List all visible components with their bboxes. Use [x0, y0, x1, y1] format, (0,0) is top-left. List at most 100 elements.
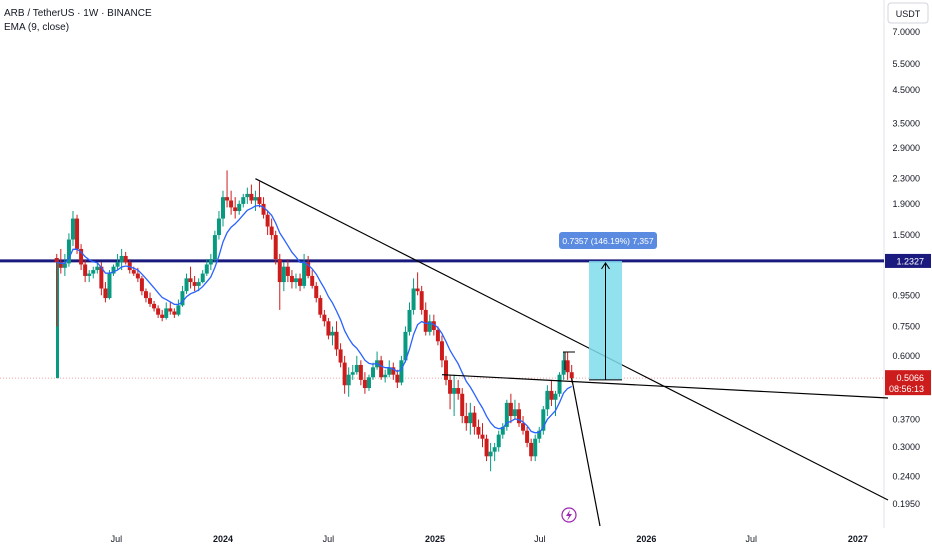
candle-body[interactable] — [569, 372, 574, 379]
candle-body[interactable] — [314, 285, 319, 299]
candle-body[interactable] — [415, 288, 420, 292]
candle-body[interactable] — [172, 311, 177, 315]
candle-body[interactable] — [379, 360, 384, 378]
trend-line[interactable] — [441, 374, 889, 399]
plot-area[interactable]: 0.7357 (146.19%) 7,357 — [0, 170, 889, 527]
candle-body[interactable] — [533, 438, 538, 457]
candle-body[interactable] — [496, 434, 501, 448]
candle-body[interactable] — [160, 314, 165, 318]
candle-body[interactable] — [115, 262, 120, 267]
candle-body[interactable] — [411, 288, 416, 310]
candle-body[interactable] — [322, 314, 327, 322]
candle-body[interactable] — [460, 393, 465, 417]
candle-body[interactable] — [196, 282, 201, 286]
candle-body[interactable] — [346, 374, 351, 386]
candle-body[interactable] — [168, 308, 173, 312]
candle-body[interactable] — [306, 262, 311, 276]
candle-body[interactable] — [419, 291, 424, 310]
candle-body[interactable] — [54, 258, 59, 263]
candle-body[interactable] — [58, 262, 63, 268]
candle-body[interactable] — [188, 278, 193, 283]
candle-body[interactable] — [164, 308, 169, 318]
candle-body[interactable] — [500, 426, 505, 435]
candle-body[interactable] — [561, 360, 566, 375]
candle-body[interactable] — [362, 379, 367, 389]
candle-body[interactable] — [91, 270, 96, 274]
candle-body[interactable] — [221, 197, 225, 219]
candle-body[interactable] — [545, 390, 550, 410]
candle-body[interactable] — [504, 402, 509, 427]
candle-body[interactable] — [516, 409, 521, 424]
candle-body[interactable] — [480, 434, 485, 439]
candle-body[interactable] — [245, 193, 250, 198]
candle-body[interactable] — [407, 309, 412, 332]
candle-body[interactable] — [285, 266, 290, 276]
candle-body[interactable] — [472, 412, 477, 427]
candle-body[interactable] — [444, 360, 449, 380]
candle-body[interactable] — [383, 374, 388, 378]
candle-body[interactable] — [156, 308, 161, 315]
currency-label[interactable]: USDT — [896, 9, 921, 19]
candle-body[interactable] — [431, 321, 436, 330]
candle-body[interactable] — [103, 288, 108, 299]
candle-body[interactable] — [66, 239, 71, 264]
candle-body[interactable] — [549, 390, 554, 400]
candle-body[interactable] — [123, 255, 128, 263]
candle-body[interactable] — [423, 309, 428, 332]
candle-body[interactable] — [310, 275, 315, 286]
candle-body[interactable] — [525, 430, 530, 443]
candle-body[interactable] — [212, 235, 217, 260]
candle-body[interactable] — [537, 430, 542, 439]
candle-body[interactable] — [249, 193, 254, 201]
candle-body[interactable] — [354, 364, 359, 373]
candle-body[interactable] — [99, 266, 104, 289]
candle-body[interactable] — [565, 360, 570, 373]
candle-body[interactable] — [512, 409, 517, 417]
candle-body[interactable] — [395, 374, 400, 383]
candle-body[interactable] — [229, 200, 234, 208]
candle-body[interactable] — [488, 451, 493, 457]
candle-body[interactable] — [62, 263, 67, 268]
candle-body[interactable] — [456, 388, 461, 394]
candle-body[interactable] — [152, 303, 157, 309]
candle-body[interactable] — [119, 255, 124, 263]
candle-body[interactable] — [241, 197, 246, 204]
candle-body[interactable] — [427, 321, 432, 332]
candle-body[interactable] — [257, 197, 262, 204]
candle-body[interactable] — [302, 262, 307, 286]
candle-body[interactable] — [399, 360, 404, 383]
candle-body[interactable] — [204, 264, 209, 274]
currency-box[interactable] — [887, 2, 929, 24]
candle-body[interactable] — [148, 298, 153, 304]
candle-body[interactable] — [70, 218, 75, 240]
candle-body[interactable] — [107, 273, 112, 299]
candle-body[interactable] — [391, 367, 396, 375]
candle-body[interactable] — [281, 266, 286, 283]
candle-body[interactable] — [269, 226, 274, 236]
candle-body[interactable] — [521, 423, 526, 431]
candle-body[interactable] — [277, 259, 282, 283]
candle-body[interactable] — [330, 331, 335, 336]
trend-line[interactable] — [255, 178, 889, 501]
candle-body[interactable] — [200, 273, 205, 283]
candle-body[interactable] — [508, 402, 513, 417]
candle-body[interactable] — [435, 329, 440, 342]
price-axis[interactable]: USDT 7.0000 5.5000 4.5000 3.5000 2.9000 2.3000… — [883, 0, 931, 528]
candle-body[interactable] — [452, 388, 457, 394]
candle-body[interactable] — [338, 349, 343, 363]
trend-line[interactable] — [571, 378, 601, 527]
candle-body[interactable] — [476, 426, 481, 435]
candle-body[interactable] — [184, 278, 189, 292]
time-axis[interactable]: Jul 2024 Jul 2025 Jul 2026 Jul 2027 — [111, 534, 868, 544]
candle-body[interactable] — [180, 291, 185, 306]
level-price-badge[interactable] — [885, 253, 931, 268]
symbol-title[interactable]: ARB / TetherUS · 1W · BINANCE — [4, 8, 152, 19]
candle-body[interactable] — [293, 278, 298, 283]
candle-body[interactable] — [79, 248, 84, 265]
candle-body[interactable] — [111, 266, 116, 274]
candle-body[interactable] — [192, 282, 197, 286]
candle-body[interactable] — [139, 278, 144, 292]
candle-body[interactable] — [557, 374, 562, 394]
candle-body[interactable] — [448, 379, 453, 394]
